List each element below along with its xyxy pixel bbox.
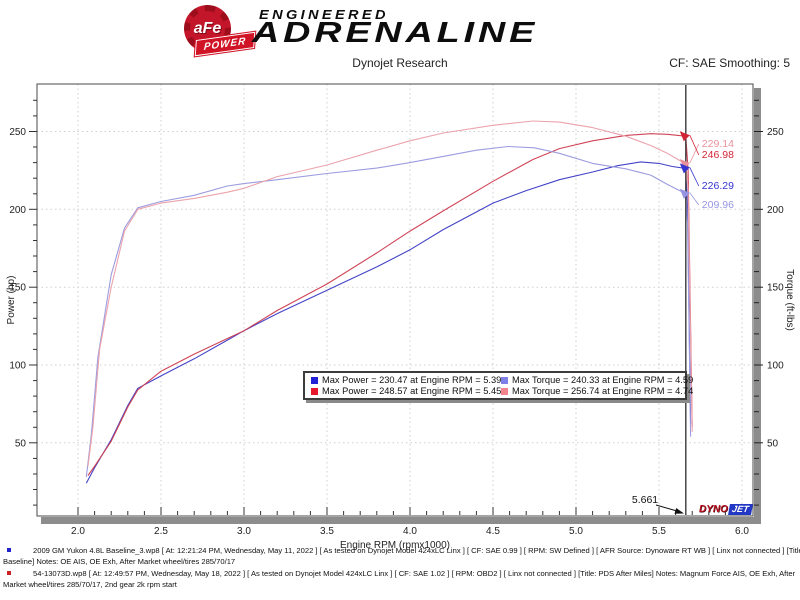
x-tick-label: 5.5 <box>652 526 666 537</box>
y-tick-label-left: 100 <box>9 361 26 372</box>
curve-torque-baseline <box>85 145 692 478</box>
legend-item-power-baseline: Max Power = 230.47 at Engine RPM = 5.39 <box>311 375 501 385</box>
y-tick-label-left: 200 <box>9 205 26 216</box>
footnote-bullet-red <box>7 571 11 575</box>
cursor-rpm-label: 5.661 <box>632 494 658 506</box>
legend-swatch-pink <box>501 387 508 395</box>
cursor-rpm-arrowhead <box>674 508 684 514</box>
curve-torque-after <box>87 120 693 467</box>
frame-shadow-bottom <box>41 517 761 524</box>
legend-item-power-after: Max Power = 248.57 at Engine RPM = 5.45 <box>311 386 501 396</box>
x-tick-label: 4.0 <box>403 526 417 537</box>
frame-shadow-right <box>754 88 761 524</box>
cursor-marker <box>679 163 690 174</box>
run-footnotes: 2009 GM Yukon 4.8L Baseline_3.wp8 [ At: … <box>0 545 800 591</box>
y-tick-label-right: 250 <box>767 127 784 138</box>
legend-label: Max Power = 230.47 at Engine RPM = 5.39 <box>322 375 502 385</box>
cursor-marker <box>679 188 690 199</box>
x-tick-label: 5.0 <box>569 526 583 537</box>
x-tick-label: 2.5 <box>154 526 168 537</box>
footnote-after-run: 54-13073D.wp8 [ At: 12:49:57 PM, Wednesd… <box>0 568 800 590</box>
footnote-bullet-blue <box>7 548 11 552</box>
footnote-line: 2009 GM Yukon 4.8L Baseline_3.wp8 [ At: … <box>33 546 800 555</box>
tagline-adrenaline: ADRENALINE <box>252 17 539 49</box>
readout-leader <box>689 192 700 206</box>
legend-label: Max Power = 248.57 at Engine RPM = 5.45 <box>322 386 502 396</box>
x-tick-label: 3.0 <box>237 526 251 537</box>
chart-legend[interactable]: Max Power = 230.47 at Engine RPM = 5.39 … <box>303 371 693 400</box>
dynojet-logo-jet: JET <box>727 504 753 515</box>
dynojet-logo: DYNO JET <box>699 504 753 515</box>
y-tick-label-right: 200 <box>767 205 784 216</box>
readout-leader <box>689 167 700 187</box>
tagline-engineered: ENGINEERED <box>259 7 389 22</box>
y-tick-label-right: 50 <box>767 438 779 449</box>
legend-label: Max Torque = 240.33 at Engine RPM = 4.59 <box>512 375 694 385</box>
curve-power-after <box>87 133 693 476</box>
y-axis-title-right: Torque (ft-lbs) <box>784 269 795 331</box>
footnote-line: Baseline] Notes: OE AIS, OE Exh, After M… <box>3 557 236 566</box>
x-axis-title: Engine RPM (rpmx1000) <box>340 540 450 551</box>
footnote-baseline-run: 2009 GM Yukon 4.8L Baseline_3.wp8 [ At: … <box>0 545 800 567</box>
footnote-line: 54-13073D.wp8 [ At: 12:49:57 PM, Wednesd… <box>33 569 796 578</box>
readout-leader <box>689 143 700 164</box>
legend-swatch-blue <box>311 376 318 384</box>
y-tick-label-left: 150 <box>9 283 26 294</box>
afe-power-logo: aFe <box>184 5 231 52</box>
plot-frame <box>36 83 754 517</box>
cursor-readout-value: 209.96 <box>702 199 734 211</box>
afe-logo-text: aFe <box>193 19 222 37</box>
legend-label: Max Torque = 256.74 at Engine RPM = 4.74 <box>512 386 694 396</box>
curve-power-baseline <box>85 161 692 484</box>
dynojet-logo-dyno: DYNO <box>699 504 728 515</box>
footnote-line: Market wheel/tires 285/70/17, 2nd gear 2… <box>3 580 177 589</box>
cursor-marker <box>679 131 690 142</box>
y-tick-label-left: 250 <box>9 127 26 138</box>
chart-title: Dynojet Research <box>352 56 448 70</box>
legend-swatch-red <box>311 387 318 395</box>
correction-factor-label: CF: SAE Smoothing: 5 <box>669 56 790 70</box>
readout-leader <box>689 135 700 156</box>
cursor-marker <box>679 159 690 169</box>
x-tick-label: 3.5 <box>320 526 334 537</box>
legend-item-torque-baseline: Max Torque = 240.33 at Engine RPM = 4.59 <box>501 375 693 385</box>
cursor-readout-value: 246.98 <box>702 149 734 161</box>
legend-swatch-lightblue <box>501 376 508 384</box>
y-tick-label-right: 150 <box>767 283 784 294</box>
legend-item-torque-after: Max Torque = 256.74 at Engine RPM = 4.74 <box>501 386 693 396</box>
cursor-readout-value: 226.29 <box>702 180 734 192</box>
x-tick-label: 4.5 <box>486 526 500 537</box>
x-tick-label: 2.0 <box>71 526 85 537</box>
y-axis-title-left: Power (hp) <box>6 276 17 325</box>
y-tick-label-right: 100 <box>767 361 784 372</box>
cursor-readout-value: 229.14 <box>702 138 734 150</box>
x-tick-label: 6.0 <box>735 526 749 537</box>
y-tick-label-left: 50 <box>15 438 27 449</box>
cursor-rpm-arrow-line <box>655 504 678 512</box>
